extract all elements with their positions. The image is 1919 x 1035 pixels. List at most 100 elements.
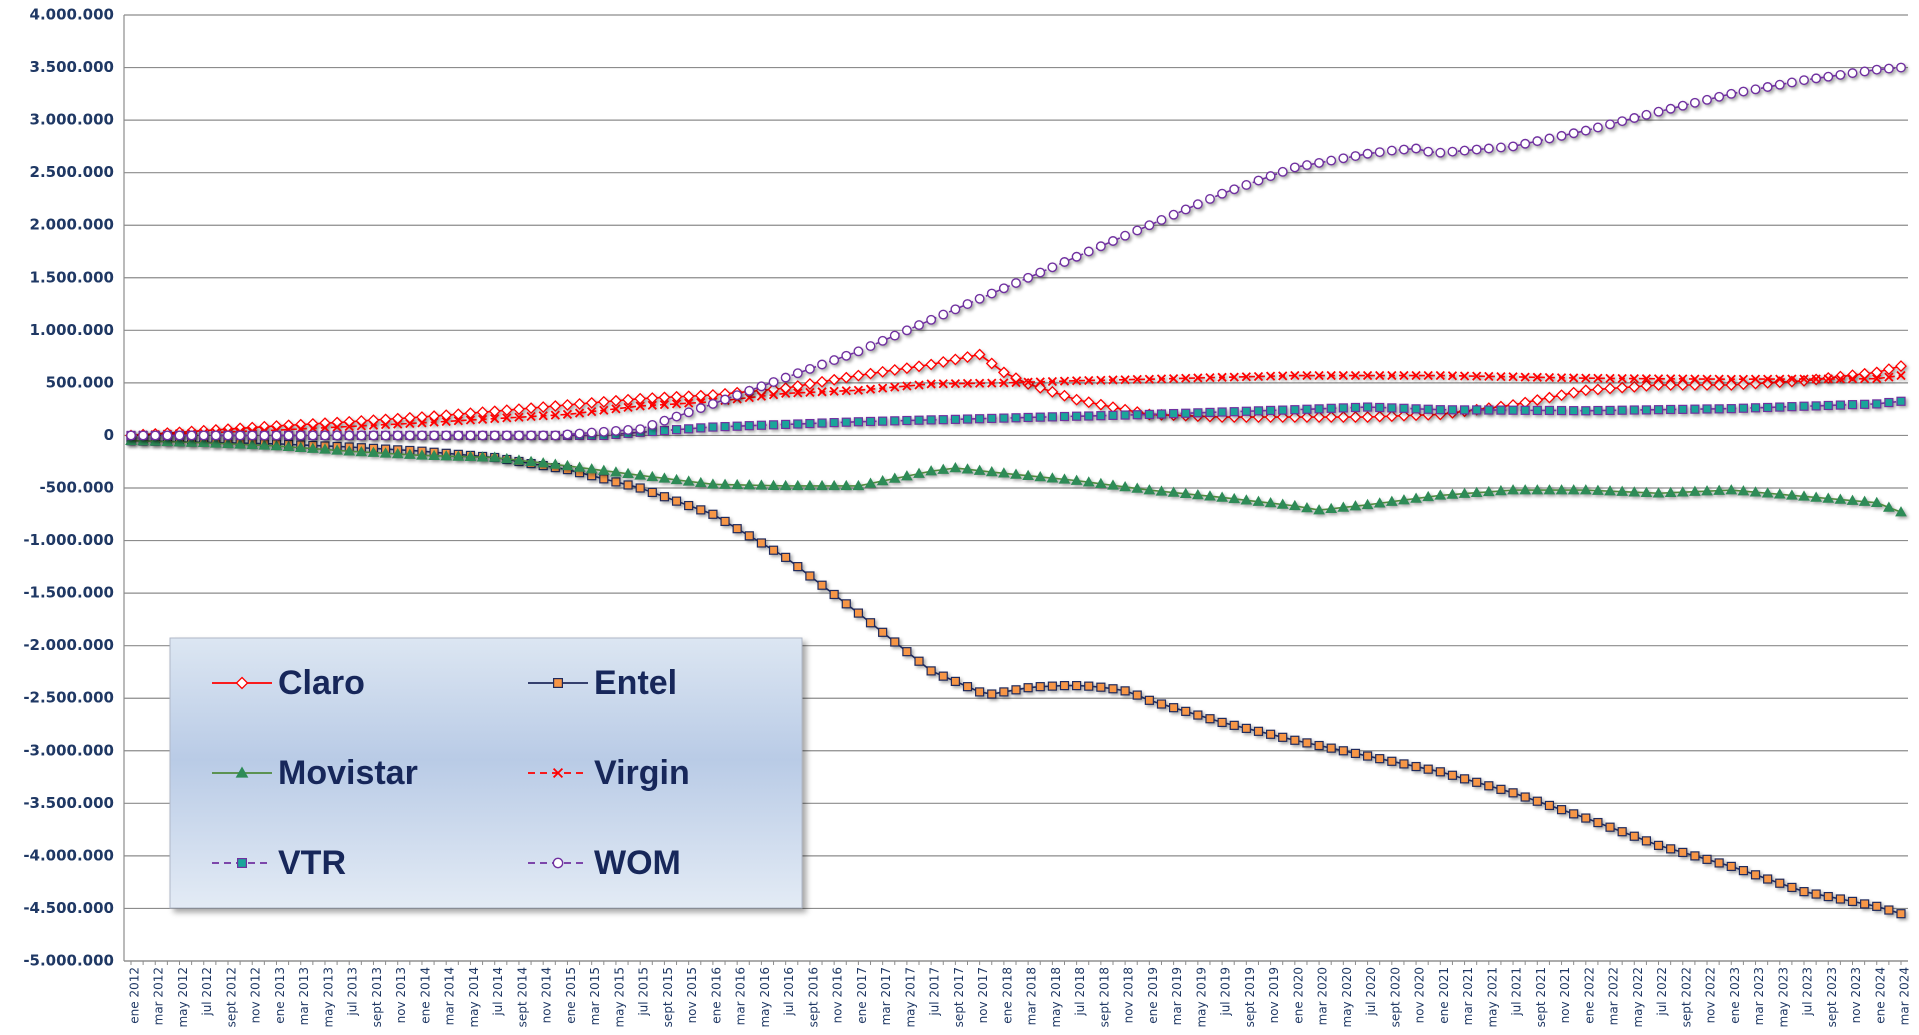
marker bbox=[1689, 485, 1701, 496]
x-tick-label: jul 2019 bbox=[1219, 967, 1233, 1017]
marker bbox=[1702, 94, 1712, 105]
x-tick-label: nov 2023 bbox=[1849, 967, 1863, 1023]
marker bbox=[961, 463, 974, 474]
marker bbox=[1847, 374, 1858, 384]
marker bbox=[708, 509, 718, 519]
marker bbox=[319, 443, 331, 454]
marker bbox=[1011, 377, 1021, 388]
marker bbox=[1108, 684, 1118, 694]
marker bbox=[1520, 138, 1531, 149]
marker bbox=[573, 397, 586, 410]
marker bbox=[441, 430, 452, 441]
marker bbox=[561, 399, 574, 411]
marker bbox=[1398, 494, 1410, 505]
marker bbox=[1508, 372, 1518, 382]
marker bbox=[1652, 487, 1665, 498]
x-tick-label: may 2018 bbox=[1049, 967, 1063, 1028]
x-tick-label: jul 2012 bbox=[200, 967, 214, 1017]
marker bbox=[671, 425, 682, 435]
marker bbox=[1544, 372, 1555, 383]
marker bbox=[1071, 251, 1082, 262]
x-tick-label: ene 2016 bbox=[709, 967, 723, 1024]
marker bbox=[1084, 681, 1094, 691]
marker bbox=[597, 464, 610, 475]
marker bbox=[585, 463, 598, 474]
x-tick-label: jul 2020 bbox=[1364, 967, 1378, 1017]
marker bbox=[1714, 91, 1725, 102]
marker bbox=[1084, 375, 1094, 386]
marker bbox=[1835, 400, 1845, 410]
marker bbox=[888, 364, 901, 376]
series-line bbox=[130, 374, 1902, 437]
x-tick-label: may 2020 bbox=[1340, 967, 1354, 1028]
y-tick-label: -3.000.000 bbox=[23, 741, 114, 759]
marker bbox=[938, 415, 948, 425]
x-tick-label: ene 2015 bbox=[564, 967, 578, 1024]
marker bbox=[974, 293, 985, 304]
marker bbox=[671, 496, 682, 506]
marker bbox=[586, 427, 597, 438]
x-tick-label: ene 2021 bbox=[1437, 967, 1451, 1024]
marker bbox=[417, 430, 427, 441]
marker bbox=[550, 430, 561, 441]
marker bbox=[283, 430, 294, 441]
marker bbox=[379, 447, 392, 458]
series bbox=[125, 434, 1907, 517]
marker bbox=[914, 656, 924, 666]
marker bbox=[1385, 495, 1398, 506]
marker bbox=[1593, 405, 1603, 416]
marker bbox=[1544, 800, 1555, 811]
marker bbox=[162, 430, 173, 441]
marker bbox=[1459, 405, 1470, 415]
marker bbox=[1240, 494, 1253, 505]
marker bbox=[1581, 406, 1591, 416]
marker bbox=[1738, 86, 1749, 97]
marker bbox=[1399, 403, 1409, 413]
marker bbox=[1714, 374, 1724, 384]
marker bbox=[999, 378, 1009, 388]
marker bbox=[585, 396, 598, 409]
marker bbox=[937, 356, 950, 368]
marker bbox=[744, 385, 755, 396]
marker bbox=[1628, 486, 1641, 497]
marker bbox=[1713, 484, 1726, 495]
series bbox=[125, 348, 1907, 442]
marker bbox=[1253, 175, 1264, 186]
marker bbox=[1095, 241, 1106, 252]
marker bbox=[622, 393, 634, 406]
marker bbox=[368, 420, 379, 430]
marker bbox=[1084, 411, 1094, 421]
marker bbox=[1531, 484, 1544, 495]
y-tick-label: -1.000.000 bbox=[23, 531, 114, 549]
marker bbox=[1737, 485, 1750, 496]
marker bbox=[1822, 492, 1835, 503]
marker bbox=[768, 420, 779, 430]
legend-marker bbox=[552, 857, 564, 869]
marker bbox=[1337, 411, 1350, 423]
marker bbox=[1870, 366, 1883, 379]
x-tick-label: ene 2022 bbox=[1582, 967, 1596, 1024]
x-tick-label: jul 2018 bbox=[1073, 967, 1087, 1017]
marker bbox=[926, 314, 937, 325]
marker bbox=[1132, 374, 1142, 385]
marker bbox=[1338, 403, 1348, 413]
marker bbox=[1847, 896, 1858, 907]
marker bbox=[1617, 827, 1627, 837]
y-tick-label: -4.500.000 bbox=[23, 899, 114, 917]
marker bbox=[440, 409, 453, 422]
marker bbox=[574, 428, 585, 439]
marker bbox=[150, 430, 161, 441]
marker bbox=[781, 388, 791, 399]
marker bbox=[1387, 370, 1397, 381]
marker bbox=[1059, 411, 1070, 422]
plot-area bbox=[125, 62, 1907, 919]
marker bbox=[1313, 504, 1325, 515]
marker bbox=[890, 416, 900, 426]
marker bbox=[391, 448, 404, 459]
marker bbox=[1072, 411, 1082, 421]
marker bbox=[731, 478, 744, 490]
marker bbox=[1108, 236, 1118, 246]
x-tick-label: sept 2020 bbox=[1388, 967, 1402, 1027]
marker bbox=[1859, 66, 1870, 77]
